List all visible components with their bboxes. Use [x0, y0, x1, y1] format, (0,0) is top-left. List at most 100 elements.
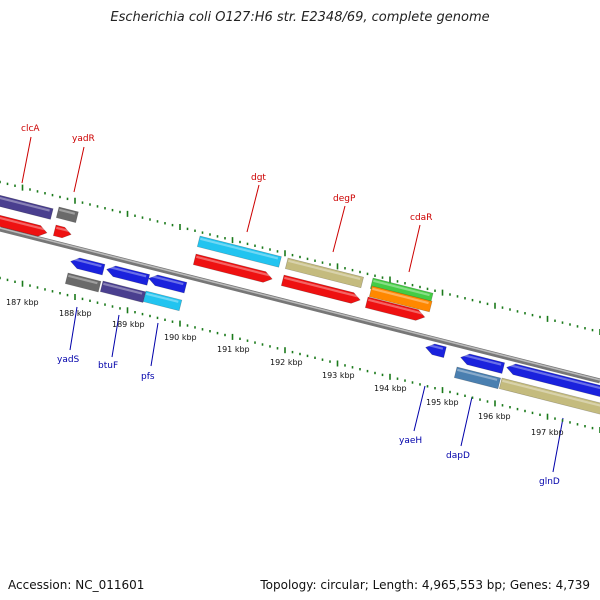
feature-yaeH-cds [425, 343, 447, 358]
gene-label-dapD: dapD [446, 451, 470, 461]
feature-cdaR-cds [364, 296, 426, 321]
glnD-leader [552, 417, 564, 473]
feature-cdaR-orange-body [368, 285, 433, 313]
feature-cdaR-orange-shine [372, 287, 429, 305]
clcA-leader [21, 136, 32, 184]
feature-dgt-cds [192, 253, 273, 283]
feature-cdaR-cds-body [364, 296, 426, 321]
feature-degP-gene-shine [288, 259, 361, 281]
feature-yadR-cds-shine [56, 226, 70, 233]
feature-btuF-cds [106, 265, 151, 286]
genome-title: Escherichia coli O127:H6 str. E2348/69, … [110, 10, 490, 25]
feature-pfs-cds-shine [150, 274, 184, 286]
feature-dapD-cds-body [460, 353, 506, 374]
kbp-label: 187 kbp [6, 298, 39, 307]
gene-label-btuF: btuF [98, 361, 118, 371]
feature-cdaR-gene-shine [373, 279, 430, 297]
feature-dgt-gene-body [196, 235, 282, 268]
feature-glnD-gene-body [498, 377, 600, 417]
yadR-leader [73, 146, 85, 193]
feature-dgt-gene-shine [200, 237, 279, 260]
feature-pfs-cds [148, 274, 188, 294]
feature-dapD-gene-shine [457, 368, 498, 381]
feature-glnD-cds-body [506, 363, 600, 398]
kbp-label: 188 kbp [59, 309, 92, 318]
feature-dapD-cds [460, 353, 506, 374]
gene-label-yaeH: yaeH [399, 436, 422, 446]
feature-yadS-gene-body [64, 272, 102, 293]
kbp-label: 190 kbp [164, 333, 197, 342]
accession-text: Accession: NC_011601 [8, 578, 145, 592]
gene-labels-top: clcA yadR dgt degP cdaR [21, 124, 432, 223]
gene-label-glnD: glnD [539, 477, 560, 487]
feature-dgt-gene [196, 235, 282, 268]
feature-yadR-cds [52, 224, 72, 239]
feature-pfs-gene-body [142, 290, 183, 312]
gene-label-dgt: dgt [251, 173, 266, 183]
feature-dgt-cds-shine [196, 255, 271, 277]
feature-degP-gene-body [284, 257, 364, 289]
feature-yadS-gene [64, 272, 102, 293]
feature-cdaR-orange [368, 285, 433, 313]
tick-tracks [0, 180, 600, 433]
feature-glnD-gene [498, 377, 600, 417]
feature-btuF-cds-body [106, 265, 151, 286]
kbp-label: 192 kbp [270, 358, 303, 367]
feature-yaeH-cds-body [425, 343, 447, 358]
kbp-label: 194 kbp [374, 384, 407, 393]
gene-label-clcA: clcA [21, 124, 40, 134]
cdaR-leader [408, 224, 421, 273]
feature-btuF-gene-shine [103, 282, 143, 295]
feature-dapD-gene [453, 366, 501, 390]
feature-degP-cds-body [280, 274, 361, 304]
yadS-leader [69, 306, 78, 351]
feature-clcA-cds-body [0, 213, 48, 237]
top-label-lines [21, 136, 421, 273]
feature-yadS-cds [70, 257, 106, 276]
backbone-axis [0, 226, 600, 384]
kbp-label: 196 kbp [478, 412, 511, 421]
kbp-label: 191 kbp [217, 345, 250, 354]
feature-dapD-cds-shine [462, 353, 502, 366]
feature-glnD-gene-shine [502, 379, 600, 408]
gene-label-pfs: pfs [141, 372, 155, 382]
feature-clcA-cds-shine [0, 215, 46, 231]
btuF-leader [111, 314, 120, 358]
feature-yadR-cds-body [52, 224, 72, 239]
degP-leader [332, 205, 346, 253]
kbp-label: 195 kbp [426, 398, 459, 407]
bottom-label-lines [69, 306, 564, 473]
feature-clcA-gene [0, 193, 54, 220]
feature-yadS-gene-shine [68, 274, 98, 285]
gene-label-yadS: yadS [57, 355, 80, 365]
gene-label-yadR: yadR [72, 134, 95, 144]
feature-btuF-gene-body [99, 280, 147, 303]
feature-degP-cds [280, 274, 361, 304]
feature-degP-cds-shine [284, 276, 359, 298]
feature-dgt-cds-body [192, 253, 273, 283]
feature-yadR-gene [55, 206, 79, 223]
feature-pfs-gene-shine [146, 292, 179, 303]
feature-dapD-gene-body [453, 366, 501, 390]
gene-label-cdaR: cdaR [410, 213, 432, 223]
feature-tracks [0, 193, 600, 417]
feature-pfs-gene [142, 290, 183, 312]
feature-btuF-gene [99, 280, 147, 303]
feature-pfs-cds-body [148, 274, 188, 294]
feature-yadS-cds-shine [72, 257, 102, 268]
feature-clcA-gene-shine [0, 195, 50, 212]
gene-label-degP: degP [333, 194, 356, 204]
dapD-leader [460, 396, 473, 447]
feature-btuF-cds-shine [108, 265, 147, 278]
feature-glnD-cds-shine [508, 363, 600, 390]
pfs-leader [150, 322, 159, 367]
feature-glnD-cds [506, 363, 600, 398]
topology-text: Topology: circular; Length: 4,965,553 bp… [260, 578, 590, 592]
kbp-label: 197 kbp [531, 428, 564, 437]
feature-degP-gene [284, 257, 364, 289]
kbp-label: 189 kbp [112, 320, 145, 329]
feature-clcA-cds [0, 213, 48, 237]
feature-clcA-gene-body [0, 193, 54, 220]
yaeH-leader [413, 385, 426, 432]
